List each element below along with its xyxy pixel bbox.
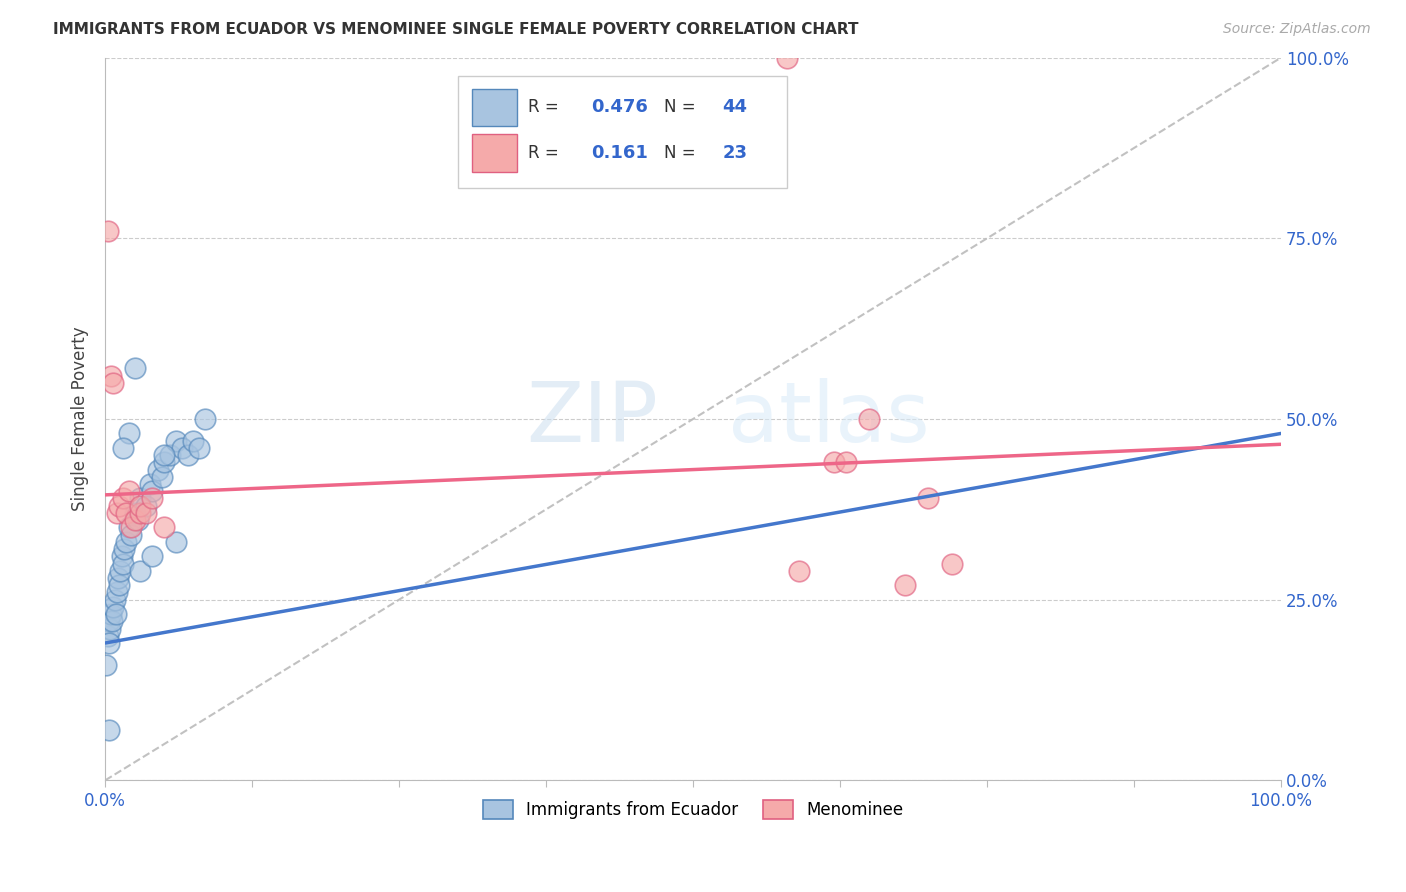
Point: [97, 615, 120, 629]
Text: IMMIGRANTS FROM ECUADOR VS MENOMINEE SINGLE FEMALE POVERTY CORRELATION CHART: IMMIGRANTS FROM ECUADOR VS MENOMINEE SIN…: [53, 22, 859, 37]
Text: 44: 44: [723, 98, 748, 116]
Point: [104, 592, 127, 607]
Text: N =: N =: [664, 145, 700, 162]
Point: [118, 426, 141, 441]
Bar: [472, 88, 517, 127]
Point: [103, 599, 125, 614]
Point: [105, 506, 128, 520]
Point: [183, 434, 205, 448]
Text: ZIP: ZIP: [526, 378, 658, 459]
Point: [776, 51, 799, 65]
Point: [118, 484, 141, 499]
Point: [129, 491, 152, 506]
Point: [170, 441, 193, 455]
Point: [115, 506, 138, 520]
Point: [97, 636, 120, 650]
Point: [176, 448, 198, 462]
Point: [159, 448, 181, 462]
Point: [100, 368, 122, 383]
Point: [823, 455, 845, 469]
Point: [153, 520, 176, 534]
Point: [917, 491, 939, 506]
Point: [97, 723, 120, 737]
Point: [141, 484, 163, 499]
Y-axis label: Single Female Poverty: Single Female Poverty: [72, 326, 89, 511]
Text: 23: 23: [723, 145, 748, 162]
Point: [104, 607, 127, 621]
Point: [101, 615, 124, 629]
Point: [150, 470, 173, 484]
Point: [893, 578, 915, 592]
Point: [108, 578, 131, 592]
Point: [124, 513, 146, 527]
Point: [129, 506, 152, 520]
Point: [118, 520, 141, 534]
Point: [108, 499, 131, 513]
Point: [129, 499, 152, 513]
Point: [135, 506, 157, 520]
Point: [97, 224, 120, 238]
Point: [110, 564, 132, 578]
Point: [100, 607, 122, 621]
Bar: [472, 135, 517, 172]
Point: [120, 520, 142, 534]
Point: [120, 527, 142, 541]
Point: [98, 622, 121, 636]
Point: [105, 585, 128, 599]
Point: [153, 455, 176, 469]
Point: [787, 564, 810, 578]
Text: 0.476: 0.476: [591, 98, 648, 116]
Text: 0.161: 0.161: [591, 145, 648, 162]
Point: [941, 557, 963, 571]
Point: [135, 499, 157, 513]
Point: [124, 506, 146, 520]
Legend: Immigrants from Ecuador, Menominee: Immigrants from Ecuador, Menominee: [477, 794, 910, 826]
Point: [112, 542, 135, 557]
Bar: [458, 76, 787, 187]
Point: [115, 534, 138, 549]
Text: N =: N =: [664, 98, 700, 116]
Point: [165, 434, 187, 448]
Point: [127, 513, 149, 527]
Point: [188, 441, 211, 455]
Point: [141, 549, 163, 564]
Text: atlas: atlas: [728, 378, 931, 459]
Point: [111, 549, 134, 564]
Point: [835, 455, 858, 469]
Point: [96, 657, 118, 672]
Point: [194, 412, 217, 426]
Point: [146, 462, 169, 476]
Point: [139, 477, 162, 491]
Point: [107, 571, 129, 585]
Point: [141, 491, 163, 506]
Text: R =: R =: [529, 98, 564, 116]
Text: R =: R =: [529, 145, 564, 162]
Point: [165, 534, 187, 549]
Point: [129, 564, 152, 578]
Text: Source: ZipAtlas.com: Source: ZipAtlas.com: [1223, 22, 1371, 37]
Point: [97, 629, 120, 643]
Point: [153, 448, 176, 462]
Point: [858, 412, 880, 426]
Point: [111, 491, 134, 506]
Point: [103, 376, 125, 390]
Point: [124, 361, 146, 376]
Point: [111, 441, 134, 455]
Point: [111, 557, 134, 571]
